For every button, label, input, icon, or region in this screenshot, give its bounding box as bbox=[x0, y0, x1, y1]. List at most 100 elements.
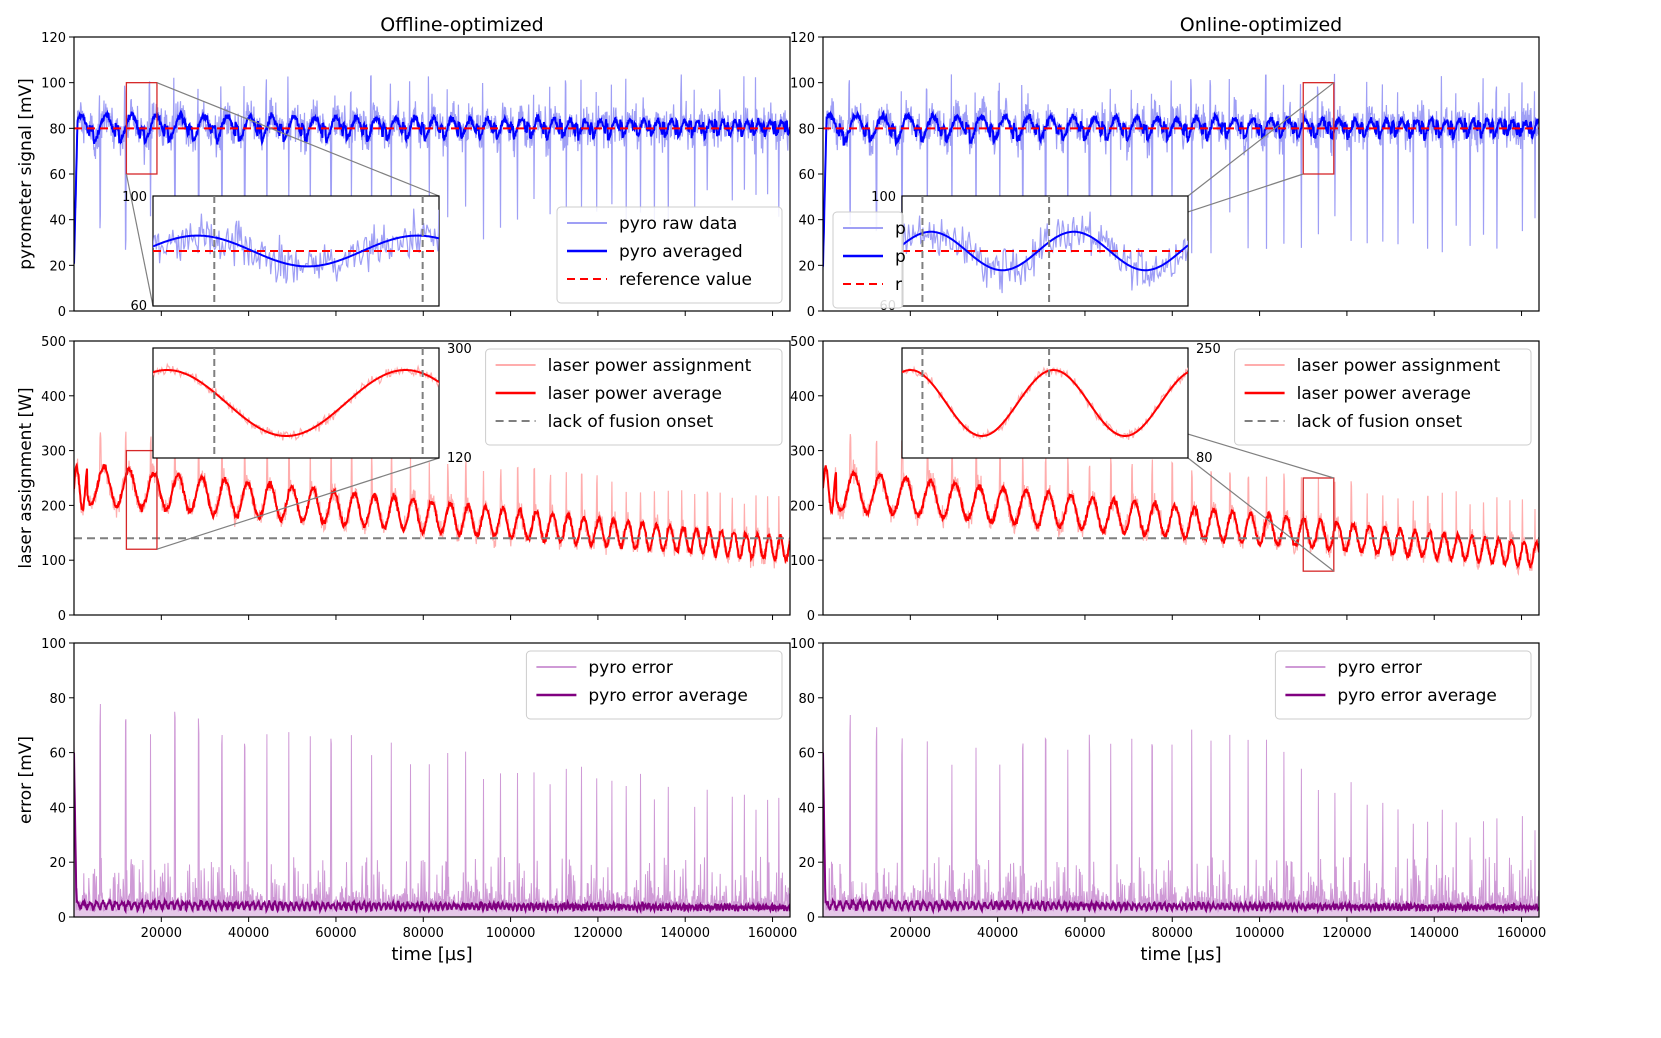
inset-y-tick-label: 100 bbox=[122, 190, 147, 205]
y-tick-label: 100 bbox=[41, 77, 66, 92]
zoom-connector bbox=[1187, 82, 1335, 197]
y-tick-label: 300 bbox=[790, 445, 815, 460]
series-err_avg bbox=[74, 752, 790, 915]
legend-label: reference value bbox=[619, 270, 752, 290]
plot-area bbox=[74, 74, 790, 264]
y-tick-label: 20 bbox=[798, 259, 815, 274]
legend-laser-offline: laser power assignment laser power averag… bbox=[485, 348, 783, 446]
inset-series-laser_avg bbox=[153, 369, 439, 437]
legend-box bbox=[556, 206, 783, 304]
y-tick-label: 0 bbox=[807, 911, 815, 926]
y-tick-label: 0 bbox=[58, 305, 66, 320]
inset-plot bbox=[902, 348, 1188, 458]
y-tick-label: 40 bbox=[49, 801, 66, 816]
y-tick-label: 100 bbox=[790, 554, 815, 569]
inset-plot bbox=[153, 348, 439, 458]
inset-frame bbox=[152, 347, 440, 459]
inset-y-tick-label: 100 bbox=[871, 190, 896, 205]
column-title-online: Online-optimized bbox=[1180, 14, 1342, 36]
x-tick-label: 100000 bbox=[1235, 926, 1285, 941]
inset-plot bbox=[153, 196, 439, 306]
plot-area bbox=[823, 73, 1539, 271]
x-tick-label: 40000 bbox=[977, 926, 1018, 941]
y-tick-label: 100 bbox=[41, 637, 66, 652]
panel-laser-offline: 0 100 200 300 400 500 laser assignment [W] 300 1… bbox=[16, 335, 791, 624]
plot-area bbox=[823, 434, 1539, 577]
y-tick-label: 120 bbox=[790, 31, 815, 46]
zoom-box bbox=[1302, 477, 1335, 572]
y-tick-label: 100 bbox=[790, 77, 815, 92]
zoom-connector bbox=[156, 457, 440, 550]
x-axis-label: time [µs] bbox=[391, 944, 472, 965]
x-tick-label: 20000 bbox=[890, 926, 931, 941]
y-tick-label: 80 bbox=[798, 692, 815, 707]
inset-y-tick-label: 120 bbox=[447, 451, 472, 466]
y-tick-label: 40 bbox=[49, 214, 66, 229]
legend-label: pyro error bbox=[588, 658, 672, 678]
inset-y-tick-label: 300 bbox=[447, 342, 472, 357]
inset-series-pyro_raw bbox=[902, 211, 1188, 294]
series-err_raw bbox=[74, 703, 790, 917]
x-tick-label: 20000 bbox=[141, 926, 182, 941]
x-tick-label: 120000 bbox=[1322, 926, 1372, 941]
inset-series-laser_avg bbox=[902, 369, 1188, 437]
series-pyro_avg bbox=[74, 109, 790, 264]
zoom-connector bbox=[156, 82, 440, 197]
y-tick-label: 0 bbox=[58, 609, 66, 624]
y-axis-label: error [mV] bbox=[16, 736, 36, 824]
legend-label: laser power assignment bbox=[1297, 356, 1501, 376]
y-axis-label: pyrometer signal [mV] bbox=[16, 78, 36, 270]
x-tick-label: 60000 bbox=[315, 926, 356, 941]
series-err_raw bbox=[823, 714, 1539, 917]
y-tick-label: 0 bbox=[807, 609, 815, 624]
x-tick-label: 80000 bbox=[403, 926, 444, 941]
x-tick-label: 120000 bbox=[573, 926, 623, 941]
legend-label: p bbox=[895, 219, 906, 239]
panel-error-online: 20000 40000 60000 80000 100000 120000 140000 16… bbox=[790, 637, 1546, 965]
inset-series-pyro_avg bbox=[902, 230, 1188, 272]
inset-frame bbox=[901, 347, 1189, 459]
series-laser_avg bbox=[74, 462, 790, 565]
y-tick-label: 0 bbox=[807, 305, 815, 320]
y-tick-label: 500 bbox=[790, 335, 815, 350]
column-title-offline: Offline-optimized bbox=[380, 14, 543, 36]
legend-error-offline: pyro error pyro error average bbox=[525, 650, 783, 720]
inset-y-tick-label: 250 bbox=[1196, 342, 1221, 357]
inset-laser-offline: 300 120 bbox=[152, 342, 472, 466]
zoom-connector bbox=[1187, 457, 1335, 572]
x-tick-label: 100000 bbox=[486, 926, 536, 941]
legend-label: r bbox=[895, 275, 902, 295]
y-tick-label: 100 bbox=[41, 554, 66, 569]
y-axis-label: laser assignment [W] bbox=[16, 387, 36, 568]
y-tick-label: 0 bbox=[58, 911, 66, 926]
y-tick-label: 60 bbox=[49, 747, 66, 762]
y-tick-label: 40 bbox=[798, 214, 815, 229]
legend-box bbox=[485, 348, 783, 446]
panel-pyro-online: 02040608010012010060ppr bbox=[790, 31, 1540, 320]
y-tick-label: 80 bbox=[798, 122, 815, 137]
zoom-connector bbox=[125, 173, 154, 307]
inset-pyro-offline: 100 60 bbox=[122, 190, 440, 314]
y-tick-label: 60 bbox=[49, 168, 66, 183]
legend-label: pyro error bbox=[1337, 658, 1421, 678]
y-tick-label: 80 bbox=[49, 122, 66, 137]
inset-series-pyro_avg bbox=[153, 234, 439, 268]
y-tick-label: 120 bbox=[41, 31, 66, 46]
axes-frame bbox=[822, 340, 1540, 616]
x-axis-label: time [µs] bbox=[1140, 944, 1221, 965]
y-tick-label: 20 bbox=[49, 856, 66, 871]
x-tick-label: 140000 bbox=[660, 926, 710, 941]
inset-laser-online: 250 80 bbox=[901, 342, 1221, 466]
plot-area bbox=[74, 703, 790, 917]
axes-frame bbox=[73, 642, 791, 918]
x-tick-label: 80000 bbox=[1152, 926, 1193, 941]
legend-label: pyro raw data bbox=[619, 214, 737, 234]
legend-label: pyro error average bbox=[1337, 686, 1496, 706]
legend-laser-online: laser power assignment laser power averag… bbox=[1234, 348, 1532, 446]
legend-label: lack of fusion onset bbox=[1297, 412, 1463, 432]
y-tick-label: 60 bbox=[798, 747, 815, 762]
y-tick-label: 300 bbox=[41, 445, 66, 460]
legend-error-online: pyro error pyro error average bbox=[1274, 650, 1532, 720]
